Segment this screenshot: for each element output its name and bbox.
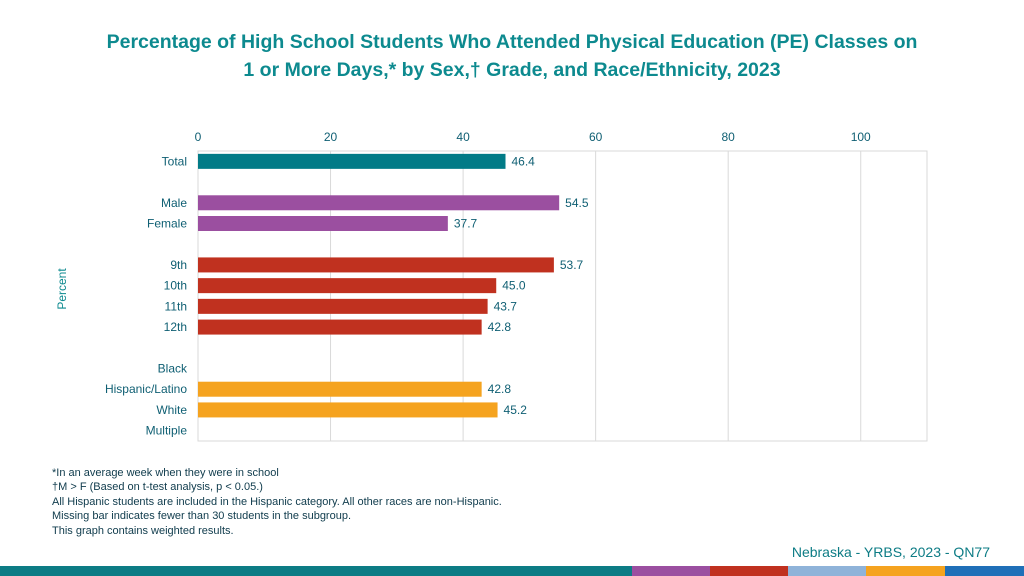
bar [198, 298, 488, 314]
category-label: 12th [164, 320, 187, 334]
stripe-segment-blue [945, 566, 1024, 576]
stripe-segment-red [710, 566, 788, 576]
x-tick-label: 80 [722, 130, 736, 144]
data-label: 54.5 [565, 196, 589, 210]
stripe-segment-purple [632, 566, 710, 576]
footnote-4: Missing bar indicates fewer than 30 stud… [52, 510, 352, 523]
footnotes: *In an average week when they were in sc… [52, 466, 502, 538]
category-label: 11th [165, 299, 187, 313]
category-label: Total [162, 154, 187, 168]
plot-frame [197, 150, 928, 442]
category-label: 9th [170, 258, 187, 272]
chart-title-line-2: 1 or More Days,* by Sex,† Grade, and Rac… [243, 59, 781, 81]
bar [198, 257, 554, 273]
x-tick-label: 100 [851, 130, 871, 144]
category-label: Female [147, 217, 187, 231]
data-label: 37.7 [454, 217, 478, 231]
data-label: 43.7 [494, 299, 518, 313]
bottom-color-stripe [0, 566, 1024, 576]
bar [198, 278, 497, 294]
x-tick-label: 20 [324, 130, 338, 144]
footnote-3: All Hispanic students are included in th… [52, 495, 502, 508]
footnote-2: †M > F (Based on t-test analysis, p < 0.… [52, 481, 263, 494]
x-tick-label: 40 [456, 130, 470, 144]
bar-chart: 0 20 40 60 80 100 Percent Total 46.4 Male 54.5 Fema… [55, 130, 928, 442]
source-label: Nebraska - YRBS, 2023 - QN77 [791, 544, 990, 560]
y-axis-title: Percent [55, 268, 69, 310]
stripe-segment-teal [0, 566, 632, 576]
stripe-segment-lightblue [788, 566, 866, 576]
bar [198, 195, 560, 211]
data-label: 46.4 [512, 154, 536, 168]
data-label: 53.7 [560, 258, 584, 272]
category-label: Male [161, 196, 187, 210]
bar [198, 402, 498, 418]
data-label: 42.8 [488, 382, 512, 396]
category-label: Multiple [146, 424, 188, 438]
footnote-5: This graph contains weighted results. [52, 524, 234, 537]
data-label: 45.2 [504, 403, 528, 417]
stripe-segment-orange [866, 566, 945, 576]
chart-title: Percentage of High School Students Who A… [0, 28, 1024, 84]
category-label: Hispanic/Latino [105, 382, 187, 396]
bar [198, 319, 482, 335]
chart-title-line-1: Percentage of High School Students Who A… [106, 31, 918, 53]
footnote-1: *In an average week when they were in sc… [52, 467, 279, 479]
bar [198, 381, 482, 397]
category-label: White [156, 403, 187, 417]
x-tick-label: 0 [195, 130, 202, 144]
x-tick-label: 60 [589, 130, 603, 144]
bar [198, 153, 506, 169]
data-label: 42.8 [488, 320, 512, 334]
bar [198, 216, 448, 231]
category-label: 10th [164, 279, 187, 293]
category-label: Black [158, 362, 188, 376]
data-label: 45.0 [502, 279, 526, 293]
